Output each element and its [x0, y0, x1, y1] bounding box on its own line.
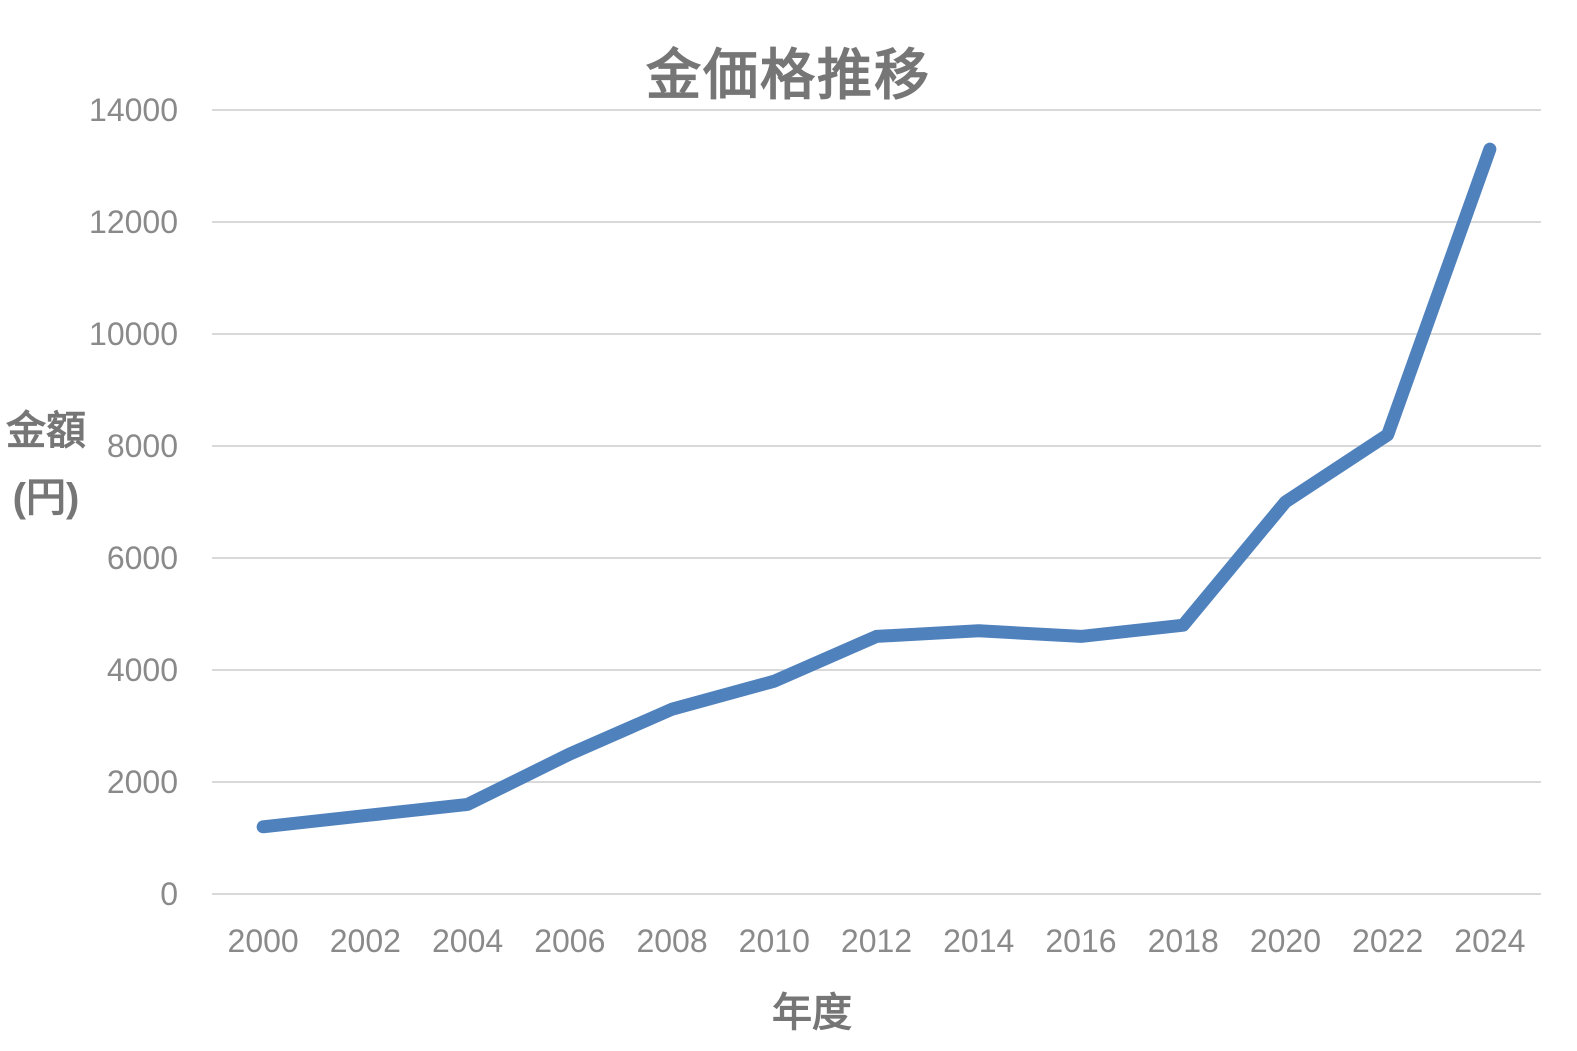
y-tick-label: 6000: [106, 540, 178, 576]
x-tick-label: 2020: [1249, 923, 1322, 959]
y-tick-label: 8000: [106, 428, 178, 464]
gridlines: [212, 109, 1541, 895]
y-tick-label: 12000: [89, 204, 178, 240]
x-tick-label: 2002: [329, 923, 401, 959]
x-tick-label: 2006: [534, 923, 606, 959]
x-tick-label: 2014: [943, 923, 1015, 959]
x-tick-label: 2018: [1147, 923, 1219, 959]
x-axis-title: 年度: [772, 991, 852, 1035]
x-tick-label: 2012: [840, 923, 913, 959]
y-axis-title-line1: 金額: [6, 409, 86, 453]
x-tick-label: 2024: [1454, 923, 1526, 959]
chart-title: 金価格推移: [645, 44, 931, 106]
y-tick-label: 0: [160, 876, 178, 912]
y-tick-label: 14000: [89, 92, 178, 128]
y-axis-title-line2: (円): [12, 476, 80, 520]
x-tick-label: 2008: [636, 923, 708, 959]
x-tick-label: 2010: [738, 923, 810, 959]
x-tick-label: 2016: [1045, 923, 1117, 959]
x-tick-label: 2022: [1352, 923, 1424, 959]
y-tick-label: 2000: [106, 764, 178, 800]
y-axis-title: 金額 (円): [2, 398, 90, 532]
x-tick-label: 2004: [431, 923, 504, 959]
x-tick-label: 2000: [227, 923, 299, 959]
y-tick-label: 10000: [89, 316, 178, 352]
y-tick-label: 4000: [106, 652, 178, 688]
gold-price-line: [256, 142, 1497, 834]
